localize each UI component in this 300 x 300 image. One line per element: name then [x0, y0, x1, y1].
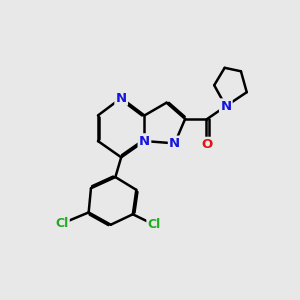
Text: N: N: [116, 92, 127, 104]
Text: N: N: [220, 100, 231, 113]
Text: N: N: [169, 137, 180, 150]
Text: N: N: [139, 134, 150, 148]
Text: Cl: Cl: [55, 217, 68, 230]
Text: Cl: Cl: [148, 218, 161, 231]
Text: O: O: [202, 138, 213, 151]
